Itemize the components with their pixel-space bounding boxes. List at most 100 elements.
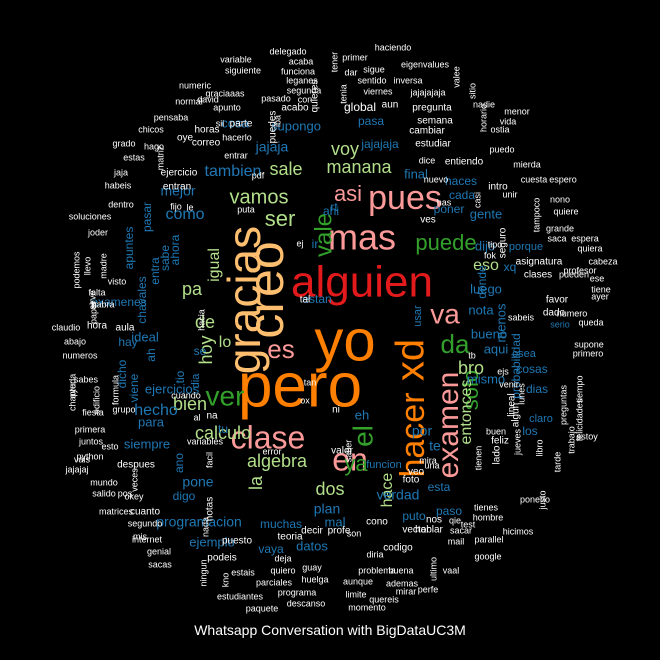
word-estudiar: estudiar <box>415 139 451 150</box>
word-chavales: chavales <box>135 276 149 323</box>
word-david: david <box>197 94 219 104</box>
word-lo: lo <box>219 334 232 351</box>
word-casi: casi <box>472 192 482 208</box>
word-para: para <box>138 414 165 429</box>
word-usar: usar <box>412 305 424 327</box>
word-yo: yo <box>314 308 375 373</box>
word-dias: dias <box>526 382 548 396</box>
word-dijo: dijo <box>475 238 495 253</box>
word-fijo: fijo <box>170 201 182 211</box>
word-dar: dar <box>344 67 357 77</box>
word-dentro: dentro <box>108 199 134 209</box>
word-quiere: quiere <box>553 206 578 216</box>
word-te: te <box>429 438 441 454</box>
word-profe: profe <box>328 526 351 537</box>
word-ser: ser <box>265 206 296 231</box>
word-cuando: cuando <box>171 390 201 400</box>
word-tampoco: tampoco <box>531 198 541 233</box>
word-pdf: pdf <box>252 170 265 180</box>
word-sabeis: sabeis <box>508 312 535 322</box>
word-luego: luego <box>470 281 502 296</box>
word-valor: valor <box>331 446 353 457</box>
word-tarde: tarde <box>552 452 562 473</box>
word-pasar: pasar <box>140 202 154 232</box>
word-con: con <box>298 94 313 104</box>
word-creo: creo <box>238 241 294 338</box>
word-nota: nota <box>468 302 494 317</box>
word-pero: pero <box>238 351 362 420</box>
word-pa: pa <box>182 279 203 299</box>
word-ejercicios: ejercicios <box>145 381 200 396</box>
word-menos: menos <box>493 303 508 343</box>
word-tener: tener <box>329 52 339 73</box>
word-vaal: vaal <box>443 565 460 575</box>
word-ejemplo: ejemplo <box>189 534 235 549</box>
word-dos: dos <box>315 479 344 499</box>
word-global: global <box>344 100 376 114</box>
word-calculo: calculo <box>195 423 251 443</box>
word-visto: visto <box>108 276 127 286</box>
word-algebra: algebra <box>247 451 308 471</box>
word-descanso: descanso <box>287 598 326 608</box>
word-nono: nono <box>550 194 570 204</box>
word-perfe: perfe <box>418 584 439 594</box>
word-pues: pues <box>368 179 442 217</box>
word-hago: hago <box>144 141 164 151</box>
word-puta: puta <box>237 204 255 214</box>
word-foto: foto <box>403 475 420 486</box>
word-esto: esto <box>101 441 118 451</box>
word-espera: espera <box>571 233 599 243</box>
word-kno: kno <box>220 573 230 588</box>
word-verdad: verdad <box>377 487 420 503</box>
word-ostia: ostia <box>490 124 509 134</box>
word-osea: osea <box>512 348 537 360</box>
word-ver: ver <box>206 380 245 411</box>
word-le: le <box>186 202 193 212</box>
word-entrar: entrar <box>224 150 248 160</box>
word-veo: veo <box>408 467 425 478</box>
word-nuevo: nuevo <box>424 174 449 184</box>
word-semana: semana <box>417 116 453 127</box>
word-has: has <box>437 197 452 207</box>
word-examen: examen <box>432 372 465 479</box>
word-jaja: jaja <box>113 167 128 177</box>
word-pone: pone <box>182 474 213 490</box>
word-se: se <box>194 344 207 358</box>
word-matriz: matriz <box>155 145 165 170</box>
word-pensaba: pensaba <box>154 112 189 122</box>
word-grado: grado <box>112 138 135 148</box>
word-ejercicio: ejercicio <box>161 168 198 179</box>
word-parallel: parallel <box>474 534 503 544</box>
word-venir: venir <box>499 379 519 389</box>
word-salido: salido <box>92 488 116 498</box>
word-sentido: sentido <box>357 75 386 85</box>
word-porque: porque <box>509 241 543 253</box>
word-puede: puede <box>415 230 476 255</box>
word-cuesta: cuesta <box>521 174 548 184</box>
word-primera: primera <box>75 424 106 434</box>
word-hecho: hecho <box>134 402 178 419</box>
word-nada: nada <box>200 517 210 537</box>
word-tienes: tienes <box>474 502 499 512</box>
word-tambien: tambien <box>205 163 262 180</box>
word-pueden: pueden <box>559 269 589 279</box>
word-genial: genial <box>147 546 171 556</box>
word-mal: mal <box>325 514 346 529</box>
word-dia: dia <box>190 373 202 389</box>
word-paso: paso <box>436 504 462 518</box>
word-asignatura: asignatura <box>516 257 563 268</box>
word-funciona: funciona <box>281 66 315 76</box>
word-abajo: abajo <box>64 336 86 346</box>
word-ideal: ideal <box>131 329 159 344</box>
word-tipo: tipo <box>488 239 503 249</box>
word-parte: parte <box>230 119 253 130</box>
word-ox: ox <box>300 395 310 405</box>
word-viene: viene <box>127 373 141 402</box>
word-ano: ano <box>172 453 186 473</box>
caption: Whatsapp Conversation with BigDataUC3M <box>194 622 466 638</box>
word-horario: horario <box>478 104 488 132</box>
word-de: de <box>195 312 215 332</box>
word-puto: puto <box>402 509 426 523</box>
